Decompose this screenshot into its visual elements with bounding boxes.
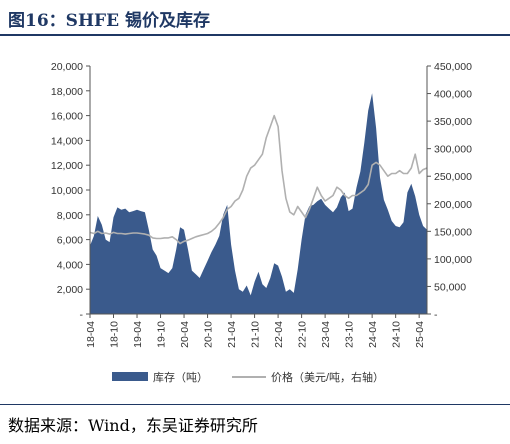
right-tick-label: 250,000 [434,171,472,183]
right-tick-label: - [434,309,438,321]
source-rule [0,404,510,405]
right-tick-label: 300,000 [434,144,472,156]
right-tick-label: 200,000 [434,199,472,211]
legend-label-price: 价格（美元/吨，右轴） [271,370,384,384]
left-tick-label: - [80,309,84,321]
left-tick-label: 10,000 [51,185,83,197]
x-tick-label: 18-10 [109,321,121,348]
x-tick-label: 21-10 [250,321,262,348]
x-tick-label: 19-10 [156,321,168,348]
x-tick-label: 23-10 [344,321,356,348]
axes: - 2,000 4,000 6,000 8,000 10,000 12,000 14,000 1… [51,61,472,348]
right-tick-label: 400,000 [434,89,472,101]
x-tick-label: 22-04 [273,321,285,348]
legend: 库存（吨） 价格（美元/吨，右轴） [112,370,384,384]
right-tick-label: 100,000 [434,254,472,266]
x-tick-label: 22-10 [297,321,309,348]
left-tick-label: 14,000 [51,135,83,147]
source-note: 数据来源：Wind，东吴证券研究所 [8,416,258,435]
left-tick-label: 16,000 [51,111,83,123]
left-tick-label: 12,000 [51,160,83,172]
figure-title-text: SHFE 锡价及库存 [65,11,210,31]
x-tick-label: 18-04 [85,321,97,348]
inventory-area [90,93,427,314]
right-tick-label: 150,000 [434,226,472,238]
figure-label: 图16： [8,11,66,31]
legend-swatch-inventory [112,372,148,381]
title-rule [0,34,510,36]
chart: - 2,000 4,000 6,000 8,000 10,000 12,000 14,000 1… [51,61,472,384]
price-line [89,114,428,245]
x-tick-label: 20-04 [179,321,191,348]
right-tick-label: 450,000 [434,61,472,73]
x-tick-label: 21-04 [226,321,238,348]
right-tick-label: 350,000 [434,116,472,128]
legend-label-inventory: 库存（吨） [153,370,208,384]
left-tick-label: 8,000 [57,210,83,222]
plot-area [89,93,428,314]
x-tick-label: 24-04 [367,321,379,348]
left-tick-label: 18,000 [51,86,83,98]
right-tick-label: 50,000 [434,281,466,293]
x-tick-label: 20-10 [203,321,215,348]
left-tick-label: 2,000 [57,284,83,296]
figure-title: 图16：SHFE 锡价及库存 [8,6,210,31]
x-tick-label: 23-04 [320,321,332,348]
left-tick-label: 6,000 [57,235,83,247]
x-tick-label: 25-04 [414,321,426,348]
left-tick-label: 4,000 [57,259,83,271]
left-tick-label: 20,000 [51,61,83,73]
x-tick-label: 19-04 [132,321,144,348]
x-tick-label: 24-10 [391,321,403,348]
